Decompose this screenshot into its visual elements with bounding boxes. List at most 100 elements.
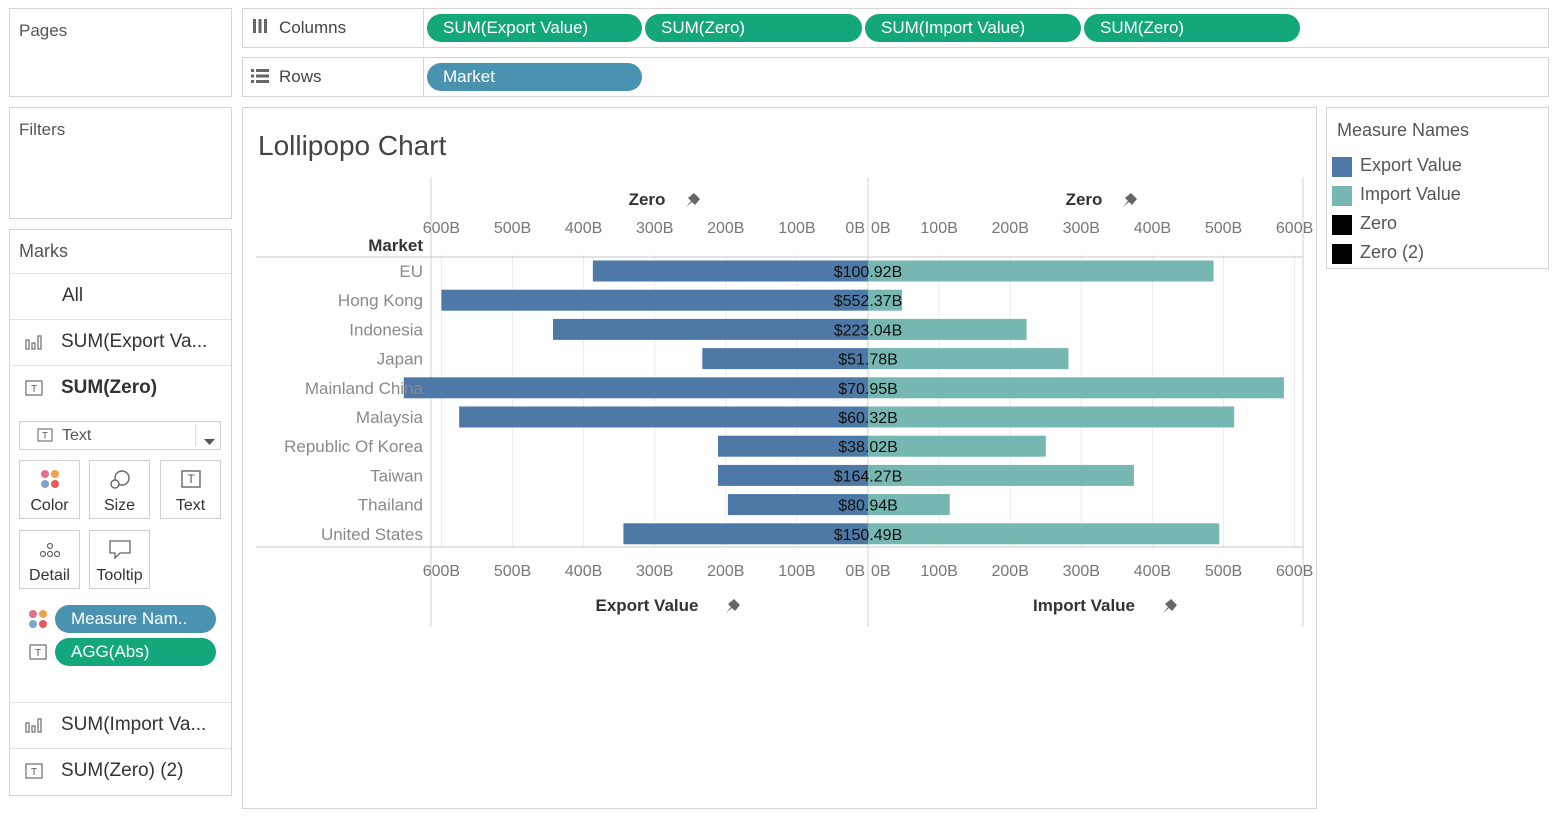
category-label: Mainland China (305, 379, 424, 398)
import-bar (868, 289, 903, 311)
svg-text:T: T (42, 431, 48, 441)
svg-text:T: T (187, 472, 195, 486)
legend-title: Measure Names (1337, 120, 1470, 140)
category-label: Thailand (358, 496, 423, 515)
legend-swatch (1332, 215, 1352, 235)
tooltip-icon (90, 539, 149, 566)
marks-card-all[interactable]: All (9, 273, 231, 319)
legend-label: Export Value (1360, 155, 1462, 175)
import-bar (868, 464, 1134, 486)
export-bar (717, 464, 868, 486)
category-label: Republic Of Korea (284, 437, 423, 456)
export-bar (623, 523, 868, 545)
column-pill-import-value[interactable]: SUM(Import Value) (865, 14, 1081, 42)
tick-label: 500B (1205, 563, 1242, 580)
columns-icon (252, 18, 268, 39)
row-pill-market[interactable]: Market (427, 63, 642, 91)
export-bar (403, 377, 868, 399)
axis-headers: Zero Zero Export Value Import Value (596, 190, 1177, 615)
tick-label: 300B (636, 563, 673, 580)
tick-label: 300B (1063, 563, 1100, 580)
import-bar (868, 318, 1027, 340)
shelf-divider (423, 58, 424, 96)
text-mark-icon: T (25, 763, 43, 784)
axis-header: Import Value (1033, 596, 1135, 615)
value-labels: $100.92B $552.37B $223.04B $51.78B $70.95B $6… (834, 264, 903, 544)
rows-shelf-label: Rows (279, 67, 322, 86)
size-label: Size (103, 497, 136, 514)
tick-label: 0B (845, 563, 865, 580)
tick-label: 400B (565, 563, 602, 580)
export-bar (702, 348, 868, 370)
pages-panel[interactable]: Pages (9, 8, 232, 97)
tooltip-button[interactable]: Tooltip (89, 530, 150, 589)
color-label: Color (30, 497, 69, 514)
filters-panel[interactable]: Filters (9, 107, 232, 219)
tick-label: 400B (1134, 563, 1171, 580)
marks-card-export-label: SUM(Export Va... (61, 331, 208, 352)
tick-label: 600B (423, 220, 460, 237)
marks-card-import[interactable]: SUM(Import Va... (9, 702, 231, 748)
category-label: Japan (377, 350, 423, 369)
detail-label: Detail (29, 567, 70, 584)
tick-label: 400B (565, 220, 602, 237)
value-label: $150.49B (834, 527, 903, 544)
tick-label: 500B (494, 563, 531, 580)
tick-label: 300B (636, 220, 673, 237)
mark-type-dropdown[interactable]: T Text (19, 421, 221, 450)
import-bar (868, 435, 1046, 457)
tick-label: 300B (1063, 220, 1100, 237)
text-button[interactable]: T Text (160, 460, 221, 519)
import-bar (868, 494, 950, 516)
size-button[interactable]: Size (89, 460, 150, 519)
value-label: $70.95B (838, 381, 898, 398)
marks-card-export[interactable]: SUM(Export Va... (9, 319, 231, 365)
export-bar (592, 260, 868, 282)
tick-labels: 600B 600B 500B 500B 400B 400B 300B 300B 200B 200B… (423, 220, 1314, 580)
axis-header: Zero (629, 190, 666, 209)
column-pill-zero-2[interactable]: SUM(Zero) (1084, 14, 1300, 42)
value-label: $552.37B (834, 293, 903, 310)
mark-type-value: Text (62, 427, 92, 444)
tick-label: 600B (1276, 563, 1313, 580)
svg-text:T: T (31, 767, 37, 778)
legend-label: Zero (1360, 213, 1398, 233)
column-pill-export-value[interactable]: SUM(Export Value) (427, 14, 642, 42)
pin-icon (726, 599, 740, 613)
agg-abs-field-pill[interactable]: AGG(Abs) (55, 638, 216, 666)
import-bar (868, 406, 1235, 428)
marks-title: Marks (19, 241, 68, 261)
value-label: $164.27B (834, 468, 903, 485)
filters-title: Filters (19, 120, 66, 139)
value-label: $38.02B (838, 439, 898, 456)
detail-icon (20, 539, 79, 566)
column-pill-zero[interactable]: SUM(Zero) (645, 14, 862, 42)
color-button[interactable]: Color (19, 460, 80, 519)
tick-label: 100B (778, 220, 815, 237)
chart-title: Lollipopo Chart (258, 130, 447, 161)
chevron-down-icon (204, 433, 215, 451)
import-bar (868, 377, 1284, 399)
axis-header: Export Value (596, 596, 699, 615)
marks-card-zero-2[interactable]: T SUM(Zero) (2) (9, 748, 231, 794)
value-label: $60.32B (838, 410, 898, 427)
marks-card-zero[interactable]: T SUM(Zero) (9, 365, 231, 411)
chart-view (242, 107, 1317, 809)
value-label: $223.04B (834, 322, 903, 339)
pin-icon (1163, 599, 1177, 613)
legend-label: Import Value (1360, 184, 1461, 204)
tick-label: 400B (1134, 220, 1171, 237)
bar-chart-icon (25, 334, 43, 355)
marks-card-zero-label: SUM(Zero) (61, 377, 158, 398)
import-bar (868, 260, 1214, 282)
shelf-divider (423, 9, 424, 47)
tick-label: 500B (1205, 220, 1242, 237)
detail-button[interactable]: Detail (19, 530, 80, 589)
tick-label: 200B (992, 220, 1029, 237)
export-bar (553, 318, 868, 340)
measure-names-field-pill[interactable]: Measure Nam.. (55, 605, 216, 633)
legend-swatch (1332, 244, 1352, 264)
legend-panel (1326, 107, 1549, 269)
category-label: Indonesia (349, 320, 423, 339)
row-header-market: Market (368, 236, 423, 255)
